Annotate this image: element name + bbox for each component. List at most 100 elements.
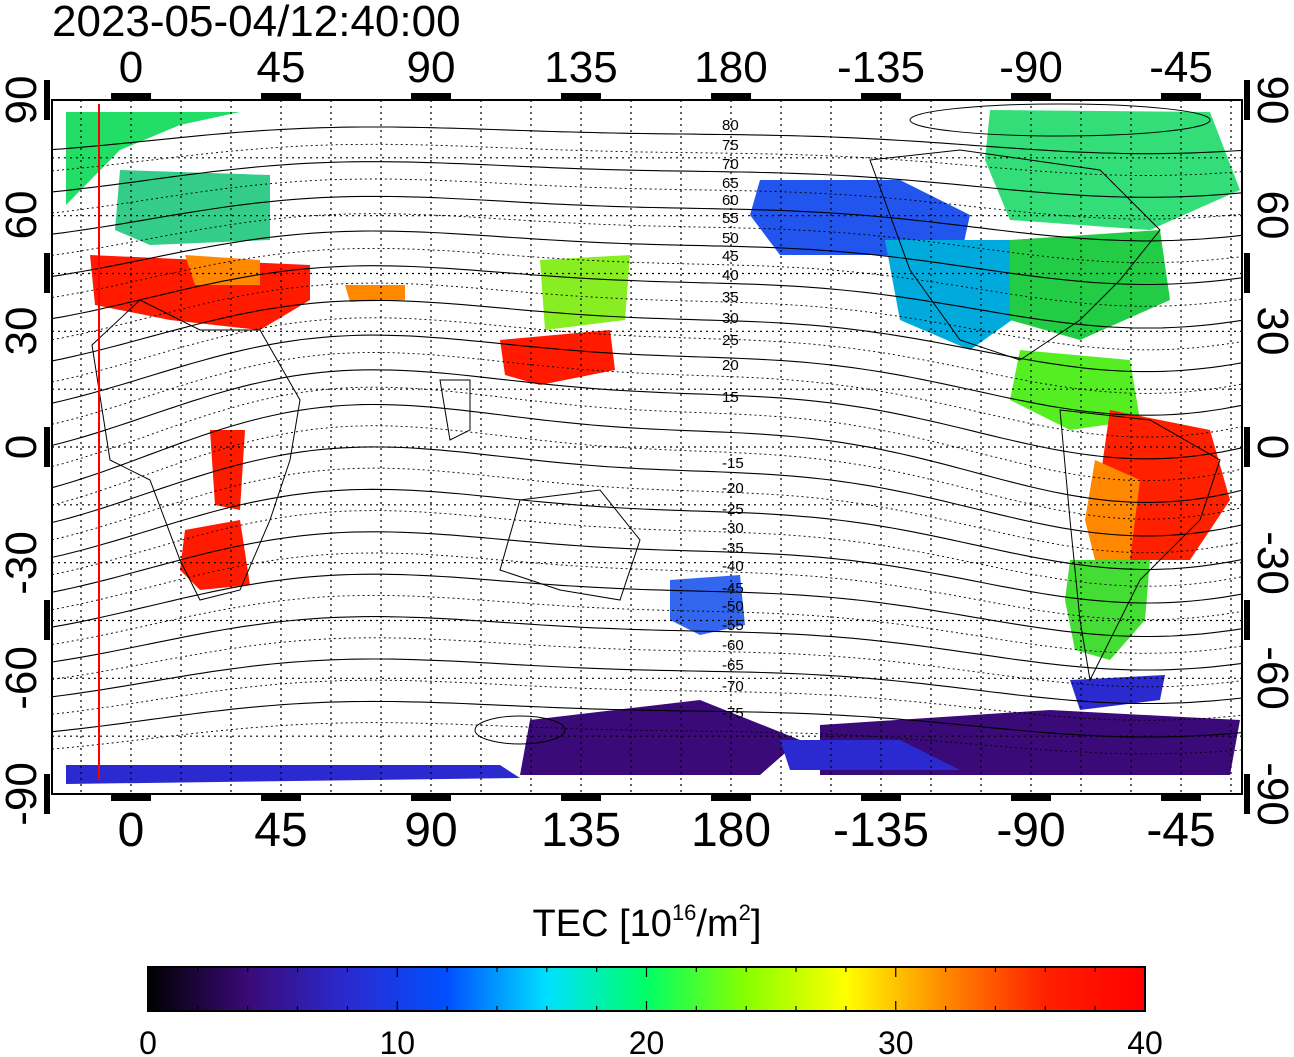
tec-patch: [66, 112, 240, 205]
mlat-label-north: 50: [722, 230, 739, 247]
mlat-label-north: 65: [722, 175, 739, 192]
coastlines: [91, 149, 1221, 682]
left-major-tick: [44, 80, 50, 120]
bottom-major-tick: [1011, 795, 1051, 801]
axis-labels: 0 45 90 135 180 -135 -90 -450 45 90 135 180 -135 -90-…: [0, 43, 1294, 857]
left-lat-label: 30: [0, 307, 46, 356]
mlat-contour: [51, 531, 1243, 604]
mlat-contour: [51, 552, 1243, 621]
tec-patch: [885, 240, 1040, 350]
mlat-contour: [51, 467, 1243, 554]
mlat-contour: [51, 658, 1243, 705]
mlat-label-south: -40: [722, 558, 744, 575]
right-major-tick: [1244, 774, 1250, 814]
mlat-contour: [51, 616, 1243, 671]
left-major-tick: [44, 427, 50, 467]
mlat-label-north: 25: [722, 332, 739, 349]
mlat-contour: [51, 446, 1243, 537]
mlat-contour: [51, 230, 1243, 286]
colorbar-ticks: 0 10 20 30 40: [139, 967, 1163, 1057]
map-frame: [51, 99, 1243, 795]
right-lat-label: -30: [1248, 531, 1294, 595]
top-lon-label: 135: [544, 43, 617, 92]
coastline: [869, 149, 1161, 361]
mlat-contour: [51, 488, 1243, 571]
mlat-label-south: -65: [722, 657, 744, 674]
bottom-major-tick: [861, 795, 901, 801]
bottom-major-tick: [261, 795, 301, 801]
top-lon-label: 90: [407, 43, 456, 92]
tec-patch: [500, 330, 615, 385]
left-lat-label: -30: [0, 531, 46, 595]
tec-patch: [1085, 460, 1140, 580]
colorbar-tick-label: 30: [878, 1025, 914, 1057]
mlat-label-north: 35: [722, 289, 739, 306]
mlat-label-north: 45: [722, 248, 739, 265]
right-major-tick: [1244, 253, 1250, 293]
right-major-tick: [1244, 80, 1250, 120]
south-pole-contour: [474, 715, 566, 745]
colorbar-tick-label: 40: [1127, 1025, 1163, 1057]
magnetic-latitude-contours: [51, 103, 1243, 755]
top-lon-label: 180: [694, 43, 767, 92]
tec-patch: [1065, 560, 1150, 660]
timestamp-title: 2023-05-04/12:40:00: [52, 0, 461, 46]
mlat-contour: [51, 403, 1243, 503]
mlat-label-south: -25: [722, 501, 744, 518]
bottom-lon-label: -90: [996, 804, 1065, 857]
tec-patch: [185, 255, 260, 285]
mlat-label-south: -75: [722, 705, 744, 722]
tec-patch: [1070, 675, 1165, 710]
tec-patch: [780, 740, 960, 770]
bottom-lon-label: 180: [691, 804, 771, 857]
top-lon-label: 45: [257, 43, 306, 92]
mlat-label-north: 15: [722, 389, 739, 406]
left-major-tick: [44, 600, 50, 640]
left-lat-label: -60: [0, 646, 46, 710]
bottom-major-tick: [111, 795, 151, 801]
mlat-label-south: -55: [722, 617, 744, 634]
mlat-label-north: 55: [722, 210, 739, 227]
mlat-label-north: 20: [722, 357, 739, 374]
coastline: [91, 299, 301, 601]
mlat-contour: [51, 282, 1243, 351]
colorbar-tick-label: 0: [139, 1025, 157, 1057]
top-major-tick: [1161, 93, 1201, 99]
bottom-major-tick: [711, 795, 751, 801]
left-lat-label: -90: [0, 762, 46, 826]
top-lon-label: -90: [999, 43, 1063, 92]
bottom-lon-label: -135: [833, 804, 929, 857]
right-major-tick: [1244, 600, 1250, 640]
mlat-label-north: 70: [722, 156, 739, 173]
mlat-label-north: 40: [722, 267, 739, 284]
mlat-contour: [51, 334, 1243, 416]
bottom-major-tick: [561, 795, 601, 801]
right-major-tick: [1244, 427, 1250, 467]
tec-patch: [210, 430, 245, 510]
mlat-label-south: -45: [722, 580, 744, 597]
mlat-contour: [51, 352, 1243, 438]
colorbar-tick-label: 10: [379, 1025, 415, 1057]
mlat-label-north: 60: [722, 192, 739, 209]
mlat-contour: [51, 299, 1243, 373]
top-major-tick: [711, 93, 751, 99]
mlat-contour: [51, 143, 1243, 176]
top-major-tick: [861, 93, 901, 99]
mlat-label-south: -15: [722, 455, 744, 472]
top-major-tick: [1011, 93, 1051, 99]
top-major-tick: [111, 93, 151, 99]
top-major-tick: [261, 93, 301, 99]
mlat-contour: [51, 679, 1243, 721]
bottom-lon-label: -45: [1146, 804, 1215, 857]
mlat-contour: [51, 213, 1243, 264]
mlat-contour: [51, 722, 1243, 755]
left-lat-label: 0: [0, 435, 46, 459]
coastline: [499, 489, 641, 601]
top-major-tick: [411, 93, 451, 99]
mlat-label-north: 30: [722, 310, 739, 327]
mlat-contour: [51, 161, 1243, 198]
mlat-contour: [51, 178, 1243, 220]
